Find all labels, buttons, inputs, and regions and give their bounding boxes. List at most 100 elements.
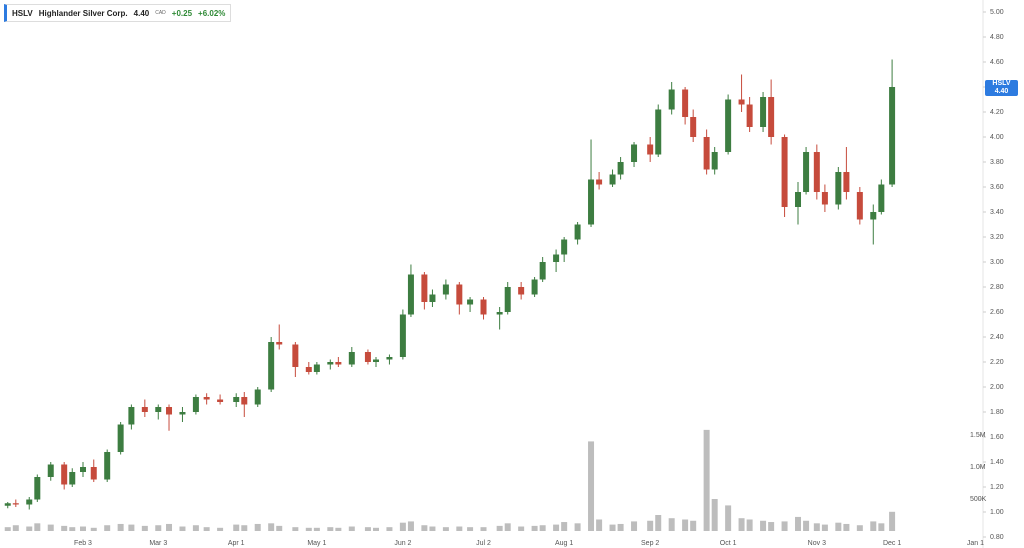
volume-bar [561, 522, 568, 531]
y-tick-label: 3.40 [990, 209, 1004, 216]
volume-bar [233, 524, 240, 531]
x-tick-label: Sep 2 [641, 540, 659, 547]
y-tick-label: 1.00 [990, 509, 1004, 516]
volume-bar [26, 526, 33, 531]
volume-bar [690, 520, 697, 531]
candle-body [233, 397, 240, 402]
candle-body [746, 104, 753, 127]
candle-body [61, 464, 68, 485]
volume-bar [327, 527, 334, 531]
candle-body [631, 144, 638, 162]
candle-body [588, 179, 595, 225]
y-tick-label: 1.80 [990, 409, 1004, 416]
volume-bar [856, 525, 863, 531]
x-tick-label: May 1 [307, 540, 326, 547]
volume-bar [348, 526, 355, 531]
volume-bar [442, 527, 449, 531]
volume-bar [553, 524, 560, 531]
volume-bar [760, 520, 767, 531]
volume-bar [276, 525, 283, 531]
candle-body [276, 342, 283, 345]
volume-bar [372, 527, 379, 531]
change-pct: +6.02% [198, 8, 226, 18]
candle-body [128, 407, 135, 425]
candle-body [69, 472, 76, 485]
volume-bar [254, 523, 261, 531]
candle-body [821, 192, 828, 205]
volume-bar [813, 523, 820, 531]
volume-bar [421, 525, 428, 531]
volume-bar [703, 429, 710, 531]
candle-body [335, 362, 342, 365]
candle-body [467, 299, 474, 305]
volume-bar [47, 524, 54, 531]
volume-bar [117, 523, 124, 531]
volume-bar [192, 525, 199, 531]
volume-bar [467, 527, 474, 531]
candle-body [348, 352, 355, 365]
candle-body [480, 299, 487, 315]
candle-body [504, 287, 511, 312]
candle-body [192, 397, 199, 412]
candle-body [12, 503, 19, 505]
candle-body [372, 359, 379, 362]
volume-bar [364, 527, 371, 531]
candle-body [889, 87, 896, 185]
candle-body [574, 224, 581, 240]
y-tick-label: 1.60 [990, 434, 1004, 441]
candle-body [655, 109, 662, 155]
volume-bar [768, 522, 775, 531]
candle-body [531, 279, 538, 295]
candle-body [456, 284, 463, 305]
candle-body [399, 314, 406, 357]
candle-body [617, 162, 624, 175]
symbol-header: HSLV Highlander Silver Corp. 4.40 CAD +0… [4, 4, 232, 22]
candle-body [795, 192, 802, 207]
candle-body [725, 99, 732, 152]
candle-body [141, 407, 148, 412]
y-tick-label: 4.60 [990, 59, 1004, 66]
candle-body [34, 477, 41, 500]
volume-bar [781, 521, 788, 531]
y-tick-label: 5.00 [990, 9, 1004, 16]
candle-body [870, 212, 877, 220]
volume-bar [835, 522, 842, 531]
volume-bar [574, 523, 581, 531]
candle-body [117, 424, 124, 452]
y-tick-label: 2.80 [990, 284, 1004, 291]
volume-bar [69, 527, 76, 531]
volume-bar [504, 523, 511, 531]
candle-body [609, 174, 616, 185]
volume-bar [725, 505, 732, 531]
volume-tick-label: 1.0M [970, 464, 986, 471]
candle-body [496, 312, 503, 315]
volume-bar [90, 527, 97, 531]
volume-bar [313, 527, 320, 531]
candle-body [364, 352, 371, 362]
candle-body [80, 467, 87, 472]
volume-bar [803, 520, 810, 531]
volume-bar [588, 441, 595, 531]
volume-bar [128, 524, 135, 531]
candle-body [711, 152, 718, 170]
candle-body [268, 342, 275, 390]
candle-body [668, 89, 675, 110]
volume-bar [647, 520, 654, 531]
change: +0.25 [171, 8, 193, 18]
candle-body [104, 452, 111, 480]
candle-body [47, 464, 54, 477]
volume-bar [4, 527, 11, 531]
volume-bar [61, 525, 68, 531]
volume-bar [104, 525, 111, 531]
volume-bar [596, 519, 603, 531]
candle-body [26, 499, 33, 505]
volume-bar [878, 523, 885, 531]
volume-bar [480, 527, 487, 531]
y-tick-label: 3.60 [990, 184, 1004, 191]
volume-bar [496, 525, 503, 531]
candle-body [442, 284, 449, 295]
x-tick-label: Oct 1 [720, 540, 737, 547]
candle-body [703, 137, 710, 170]
